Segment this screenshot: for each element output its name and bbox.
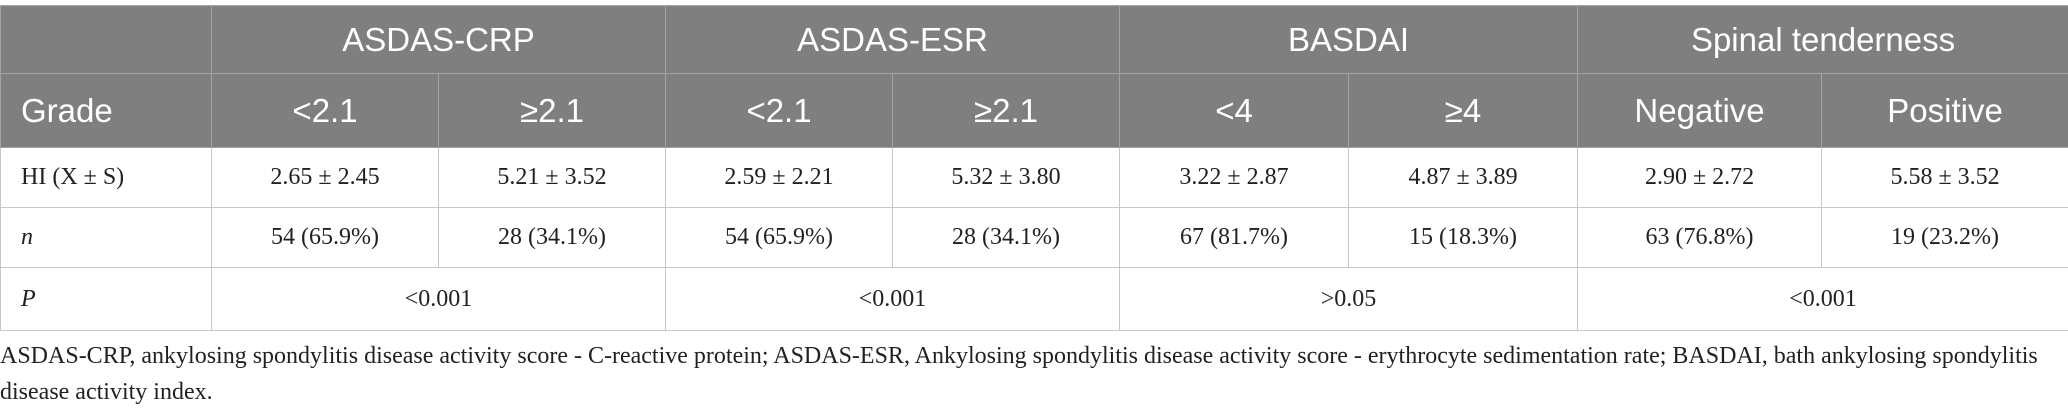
corner-cell xyxy=(0,5,212,74)
hi-label: HI (X ± S) xyxy=(0,147,212,208)
grade-cell: <4 xyxy=(1119,73,1350,148)
grade-cell: <2.1 xyxy=(211,73,439,148)
n-cell: 54 (65.9%) xyxy=(211,207,439,268)
grade-cell: ≥2.1 xyxy=(437,73,667,148)
n-cell: 15 (18.3%) xyxy=(1348,207,1579,268)
grade-label: Grade xyxy=(0,73,212,148)
p-label: P xyxy=(0,267,212,331)
n-cell: 67 (81.7%) xyxy=(1119,207,1350,268)
p-cell-spinal-tenderness: <0.001 xyxy=(1577,267,2068,331)
hi-cell: 2.59 ± 2.21 xyxy=(665,147,894,208)
hi-cell: 5.21 ± 3.52 xyxy=(437,147,667,208)
hi-cell: 5.32 ± 3.80 xyxy=(892,147,1121,208)
table-row-n: n 54 (65.9%) 28 (34.1%) 54 (65.9%) 28 (3… xyxy=(0,207,2068,268)
group-header-row: ASDAS-CRP ASDAS-ESR BASDAI Spinal tender… xyxy=(0,5,2068,74)
group-header-basdai: BASDAI xyxy=(1119,5,1579,74)
data-table: ASDAS-CRP ASDAS-ESR BASDAI Spinal tender… xyxy=(0,5,2068,331)
hi-cell: 5.58 ± 3.52 xyxy=(1821,147,2068,208)
table-row-hi: HI (X ± S) 2.65 ± 2.45 5.21 ± 3.52 2.59 … xyxy=(0,147,2068,208)
group-header-asdas-esr: ASDAS-ESR xyxy=(665,5,1121,74)
n-cell: 19 (23.2%) xyxy=(1821,207,2068,268)
n-cell: 28 (34.1%) xyxy=(892,207,1121,268)
grade-cell: Positive xyxy=(1821,73,2068,148)
p-cell-asdas-esr: <0.001 xyxy=(665,267,1121,331)
grade-cell: Negative xyxy=(1577,73,1823,148)
n-cell: 28 (34.1%) xyxy=(437,207,667,268)
table-row-p: P <0.001 <0.001 >0.05 <0.001 xyxy=(0,267,2068,331)
hi-cell: 2.65 ± 2.45 xyxy=(211,147,439,208)
table-footnote: ASDAS-CRP, ankylosing spondylitis diseas… xyxy=(0,343,2038,405)
grade-cell: ≥2.1 xyxy=(892,73,1121,148)
n-cell: 54 (65.9%) xyxy=(665,207,894,268)
hi-cell: 3.22 ± 2.87 xyxy=(1119,147,1350,208)
hi-cell: 4.87 ± 3.89 xyxy=(1348,147,1579,208)
p-cell-basdai: >0.05 xyxy=(1119,267,1579,331)
grade-header-row: Grade <2.1 ≥2.1 <2.1 ≥2.1 <4 ≥4 Negative… xyxy=(0,73,2068,148)
grade-cell: <2.1 xyxy=(665,73,894,148)
n-label: n xyxy=(0,207,212,268)
grade-cell: ≥4 xyxy=(1348,73,1579,148)
n-cell: 63 (76.8%) xyxy=(1577,207,1823,268)
group-header-asdas-crp: ASDAS-CRP xyxy=(210,5,667,74)
p-cell-asdas-crp: <0.001 xyxy=(210,267,667,331)
hi-cell: 2.90 ± 2.72 xyxy=(1577,147,1823,208)
group-header-spinal-tenderness: Spinal tenderness xyxy=(1577,5,2068,74)
